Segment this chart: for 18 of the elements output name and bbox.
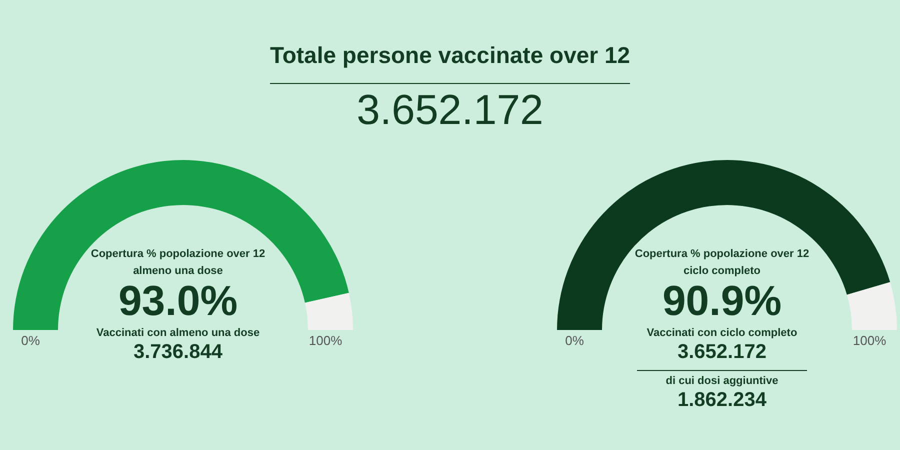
text: Vaccinati con almeno una dose	[95, 327, 261, 339]
data-label: 93.0%	[117, 277, 239, 325]
text: ciclo completo	[682, 265, 762, 277]
text: 3.652.172	[356, 86, 544, 134]
text: Copertura % popolazione over 12	[90, 248, 266, 260]
text: Copertura % popolazione over 12	[634, 248, 810, 260]
text: 1.862.234	[676, 389, 768, 412]
text: 0%	[20, 333, 41, 348]
text: 3.736.844	[132, 341, 224, 364]
text: Totale persone vaccinate over 12	[270, 42, 630, 84]
data-label: 90.9%	[661, 277, 783, 325]
text: Vaccinati con ciclo completo	[646, 327, 798, 339]
text: di cui dosi aggiuntive	[637, 370, 807, 387]
text: 3.652.172	[676, 341, 768, 364]
text: almeno una dose	[132, 265, 224, 277]
text: 100%	[852, 333, 888, 348]
text: 100%	[308, 333, 344, 348]
text: 0%	[564, 333, 585, 348]
